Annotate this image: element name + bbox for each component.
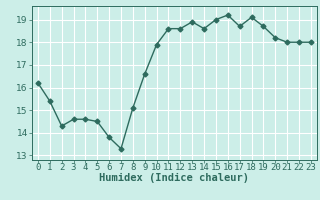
- X-axis label: Humidex (Indice chaleur): Humidex (Indice chaleur): [100, 173, 249, 183]
